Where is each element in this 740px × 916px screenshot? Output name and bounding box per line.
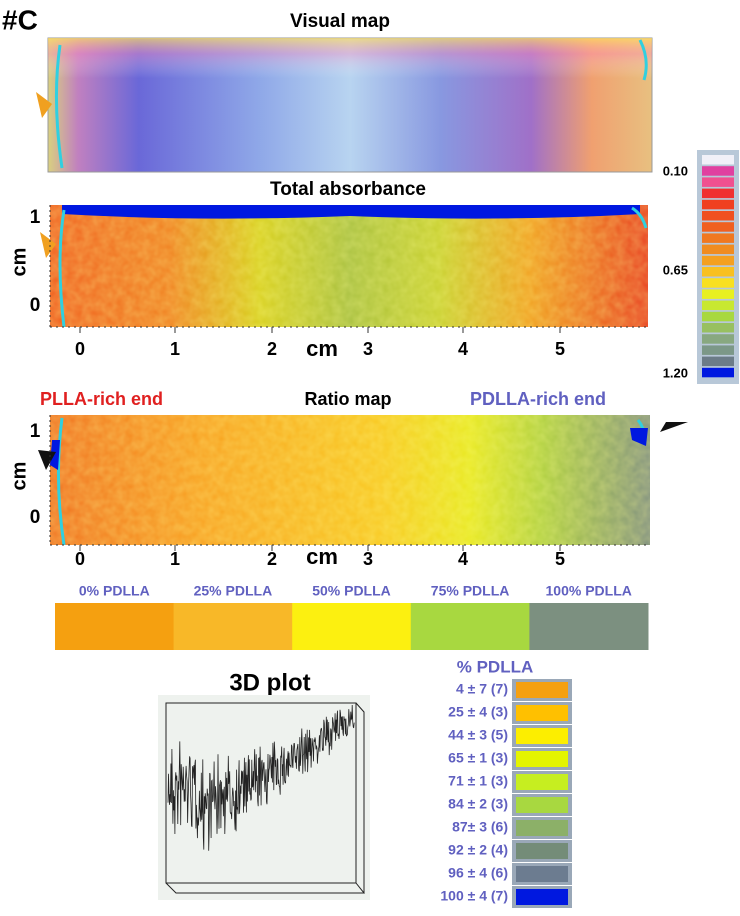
left-label: PLLA-rich end bbox=[40, 389, 163, 409]
y-axis-label: cm bbox=[8, 462, 30, 491]
legend-entry: 96 ± 4 (6) bbox=[448, 865, 508, 881]
colorbar-band bbox=[702, 255, 734, 266]
colorbar-label: 0.65 bbox=[663, 262, 688, 277]
visual-map-fringe bbox=[48, 38, 652, 172]
colorbar-band bbox=[702, 233, 734, 243]
colorbar-band bbox=[702, 222, 734, 232]
x-axis-label: cm bbox=[306, 544, 338, 569]
legend-entry: 65 ± 1 (3) bbox=[448, 750, 508, 766]
colorbar-band bbox=[702, 323, 734, 333]
colorbar-label: 1.20 bbox=[663, 365, 688, 380]
standard-swatch bbox=[173, 603, 293, 650]
colorbar-band bbox=[702, 244, 734, 255]
x-tick-label: 2 bbox=[267, 339, 277, 359]
standard-label: 50% PDLLA bbox=[312, 583, 391, 599]
ratio-texture bbox=[50, 415, 650, 545]
legend-entry: 100 ± 4 (7) bbox=[440, 888, 508, 904]
standard-swatch bbox=[55, 603, 175, 650]
legend-swatch bbox=[516, 797, 568, 813]
colorbar-band bbox=[702, 177, 734, 187]
right-label: PDLLA-rich end bbox=[470, 389, 606, 409]
y-tick-label: 0 bbox=[30, 507, 41, 528]
x-tick-label: 5 bbox=[555, 549, 565, 569]
colorbar-label: 0.10 bbox=[663, 163, 688, 178]
arrow bbox=[36, 92, 52, 118]
standard-label: 75% PDLLA bbox=[431, 583, 510, 599]
y-tick-label: 1 bbox=[30, 207, 41, 228]
standard-swatch bbox=[410, 603, 530, 650]
figure-label: #C bbox=[2, 4, 38, 35]
colorbar-band bbox=[702, 199, 734, 210]
legend-swatch bbox=[516, 751, 568, 767]
colorbar-band bbox=[702, 345, 734, 355]
legend-swatch bbox=[516, 728, 568, 744]
plot-3d-surface bbox=[167, 704, 355, 851]
colorbar-band bbox=[702, 188, 734, 199]
colorbar-band bbox=[702, 267, 734, 277]
legend-swatch bbox=[516, 682, 568, 698]
plot-3d-background bbox=[158, 695, 370, 900]
x-tick-label: 5 bbox=[555, 339, 565, 359]
colorbar-band bbox=[702, 300, 734, 311]
legend-swatch bbox=[516, 820, 568, 836]
x-tick-label: 1 bbox=[170, 339, 180, 359]
ratio-map-title: Ratio map bbox=[304, 389, 391, 409]
standard-label: 25% PDLLA bbox=[194, 583, 273, 599]
colorbar-band bbox=[702, 356, 734, 367]
edge-outline bbox=[58, 206, 648, 328]
x-tick-label: 4 bbox=[458, 549, 468, 569]
standard-label: 0% PDLLA bbox=[79, 583, 150, 599]
edge-outline bbox=[54, 39, 648, 169]
colorbar-band bbox=[702, 289, 734, 299]
legend-entry: 4 ± 7 (7) bbox=[456, 681, 508, 697]
legend-swatch bbox=[516, 866, 568, 882]
absorbance-edge bbox=[62, 205, 640, 219]
legend-entry: 71 ± 1 (3) bbox=[448, 773, 508, 789]
x-tick-label: 0 bbox=[75, 339, 85, 359]
colorbar-band bbox=[702, 334, 734, 344]
legend-entry: 25 ± 4 (3) bbox=[448, 704, 508, 720]
legend-entry: 44 ± 3 (5) bbox=[448, 727, 508, 743]
plot-3d-box bbox=[165, 702, 357, 884]
colorbar-band bbox=[702, 211, 734, 221]
total-absorbance-title: Total absorbance bbox=[270, 179, 426, 200]
legend-entry: 87± 3 (6) bbox=[452, 819, 508, 835]
colorbar bbox=[697, 150, 739, 384]
legend-swatch bbox=[516, 889, 568, 905]
colorbar-band bbox=[702, 367, 734, 378]
visual-map-title: Visual map bbox=[290, 11, 390, 32]
legend-swatch bbox=[516, 843, 568, 859]
arrow bbox=[40, 232, 56, 258]
standard-swatch bbox=[529, 603, 649, 650]
colorbar-band bbox=[702, 278, 734, 288]
legend-entry: 92 ± 2 (4) bbox=[448, 842, 508, 858]
x-tick-label: 4 bbox=[458, 339, 468, 359]
standard-swatch bbox=[292, 603, 412, 650]
colorbar-band bbox=[702, 155, 734, 165]
x-tick-label: 1 bbox=[170, 549, 180, 569]
plot-3d-title: 3D plot bbox=[229, 669, 310, 696]
colorbar-band bbox=[702, 166, 734, 176]
colorbar-band bbox=[702, 311, 734, 322]
y-tick-label: 1 bbox=[30, 421, 41, 442]
y-tick-label: 0 bbox=[30, 295, 41, 316]
legend-entry: 84 ± 2 (3) bbox=[448, 796, 508, 812]
x-tick-label: 0 bbox=[75, 549, 85, 569]
x-tick-label: 2 bbox=[267, 549, 277, 569]
y-axis-label: cm bbox=[8, 248, 30, 277]
standard-label: 100% PDLLA bbox=[546, 583, 632, 599]
legend-title: % PDLLA bbox=[457, 657, 534, 676]
legend-swatch bbox=[516, 774, 568, 790]
absorbance-texture bbox=[50, 205, 648, 327]
plot-3d-frame bbox=[165, 702, 366, 894]
x-tick-label: 3 bbox=[363, 549, 373, 569]
x-axis-label: cm bbox=[306, 336, 338, 361]
legend-swatch bbox=[516, 705, 568, 721]
x-tick-label: 3 bbox=[363, 339, 373, 359]
